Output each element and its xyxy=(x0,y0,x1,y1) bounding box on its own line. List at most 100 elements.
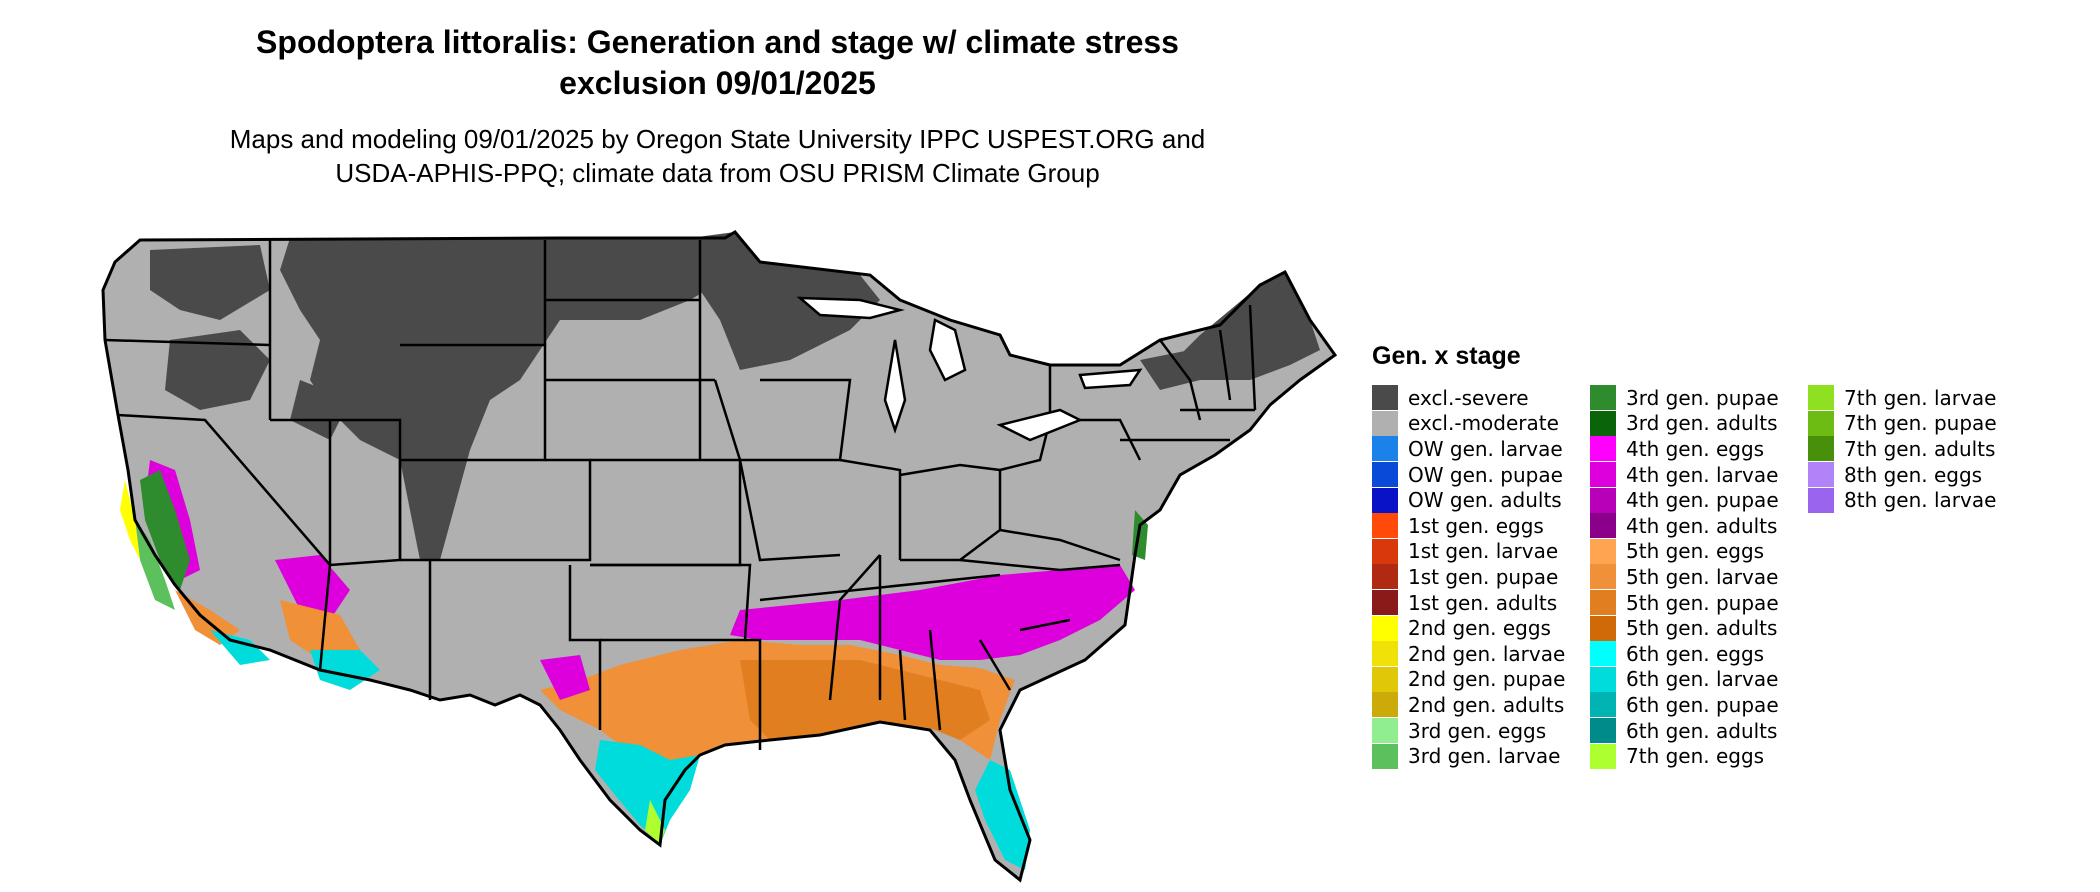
legend-swatch xyxy=(1590,666,1616,692)
legend-item: 4th gen. pupae xyxy=(1590,487,1808,513)
legend-label: 4th gen. adults xyxy=(1626,513,1778,538)
title-line-1: Spodoptera littoralis: Generation and st… xyxy=(256,24,1179,60)
legend-label: 3rd gen. adults xyxy=(1626,411,1778,436)
legend-item: 1st gen. adults xyxy=(1372,590,1590,616)
legend-label: excl.-moderate xyxy=(1408,411,1559,436)
legend-swatch xyxy=(1372,666,1398,692)
legend-swatch xyxy=(1808,385,1834,411)
legend-label: 1st gen. eggs xyxy=(1408,513,1544,538)
legend-swatch xyxy=(1372,590,1398,616)
legend-swatch xyxy=(1808,436,1834,462)
legend-swatch xyxy=(1372,538,1398,564)
legend-swatch xyxy=(1590,410,1616,436)
legend-swatch xyxy=(1590,564,1616,590)
legend-label: 1st gen. pupae xyxy=(1408,564,1559,589)
legend-swatch xyxy=(1590,615,1616,641)
legend-label: 8th gen. eggs xyxy=(1844,462,1983,487)
state-boundaries xyxy=(101,230,1338,883)
legend-swatch xyxy=(1372,513,1398,539)
legend-item: 7th gen. eggs xyxy=(1590,743,1808,769)
legend-label: 5th gen. eggs xyxy=(1626,539,1765,564)
legend-label: 4th gen. larvae xyxy=(1626,462,1779,487)
legend-item: 1st gen. eggs xyxy=(1372,513,1590,539)
legend-label: 4th gen. pupae xyxy=(1626,488,1779,513)
legend-item: 5th gen. larvae xyxy=(1590,564,1808,590)
legend-item: 7th gen. pupae xyxy=(1808,410,2026,437)
legend-item: 2nd gen. adults xyxy=(1372,692,1590,718)
legend-swatch xyxy=(1590,462,1616,488)
legend-item: excl.-moderate xyxy=(1372,410,1590,437)
legend-label: 3rd gen. eggs xyxy=(1408,718,1547,743)
legend-item: 5th gen. adults xyxy=(1590,615,1808,641)
map-subtitle: Maps and modeling 09/01/2025 by Oregon S… xyxy=(0,122,1435,190)
legend-item: 8th gen. eggs xyxy=(1808,462,2026,488)
legend-label: 5th gen. adults xyxy=(1626,616,1778,641)
legend-label: 6th gen. pupae xyxy=(1626,692,1779,717)
legend-item: 4th gen. eggs xyxy=(1590,436,1808,462)
legend-swatch xyxy=(1372,564,1398,590)
legend-label: 5th gen. pupae xyxy=(1626,590,1779,615)
legend-swatch xyxy=(1372,718,1398,744)
subtitle-line-1: Maps and modeling 09/01/2025 by Oregon S… xyxy=(229,124,1206,154)
legend-label: OW gen. larvae xyxy=(1408,436,1563,461)
legend-item: 2nd gen. eggs xyxy=(1372,615,1590,641)
legend-item: 5th gen. pupae xyxy=(1590,590,1808,616)
legend-item: OW gen. larvae xyxy=(1372,436,1590,462)
legend-item: excl.-severe xyxy=(1372,385,1590,411)
legend-swatch xyxy=(1372,385,1398,411)
legend: Gen. x stage excl.-severe excl.-moderate O… xyxy=(1372,342,2026,769)
legend-item: 6th gen. adults xyxy=(1590,718,1808,744)
legend-item: 1st gen. pupae xyxy=(1372,564,1590,590)
legend-column: 3rd gen. pupae 3rd gen. adults 4th gen. eg… xyxy=(1590,385,1808,769)
legend-label: 2nd gen. pupae xyxy=(1408,667,1566,692)
legend-column: 7th gen. larvae 7th gen. pupae 7th gen. ad… xyxy=(1808,385,2026,769)
legend-item: 5th gen. eggs xyxy=(1590,538,1808,565)
legend-item: OW gen. pupae xyxy=(1372,462,1590,488)
legend-item: 3rd gen. eggs xyxy=(1372,718,1590,744)
legend-label: 3rd gen. pupae xyxy=(1626,385,1779,410)
legend-label: 6th gen. eggs xyxy=(1626,641,1765,666)
legend-item: 6th gen. eggs xyxy=(1590,641,1808,667)
legend-item: 3rd gen. larvae xyxy=(1372,743,1590,769)
legend-label: 8th gen. larvae xyxy=(1844,488,1997,513)
legend-label: 5th gen. larvae xyxy=(1626,564,1779,589)
legend-swatch xyxy=(1590,385,1616,411)
legend-item: 2nd gen. larvae xyxy=(1372,641,1590,667)
legend-swatch xyxy=(1590,718,1616,744)
generation-color-regions xyxy=(120,460,1148,870)
legend-item: 1st gen. larvae xyxy=(1372,538,1590,565)
legend-item: 7th gen. larvae xyxy=(1808,385,2026,411)
legend-label: 7th gen. larvae xyxy=(1844,385,1997,410)
legend-swatch xyxy=(1590,641,1616,667)
legend-label: 2nd gen. eggs xyxy=(1408,616,1551,641)
legend-swatch xyxy=(1372,410,1398,436)
legend-label: 4th gen. eggs xyxy=(1626,436,1765,461)
legend-swatch xyxy=(1590,590,1616,616)
legend-label: 2nd gen. adults xyxy=(1408,692,1565,717)
legend-swatch xyxy=(1590,538,1616,564)
legend-item: 6th gen. larvae xyxy=(1590,666,1808,693)
legend-label: OW gen. adults xyxy=(1408,488,1562,513)
legend-label: 2nd gen. larvae xyxy=(1408,641,1566,666)
legend-item: 3rd gen. adults xyxy=(1590,410,1808,437)
legend-swatch xyxy=(1372,743,1398,769)
legend-swatch xyxy=(1590,436,1616,462)
legend-label: OW gen. pupae xyxy=(1408,462,1563,487)
title-line-2: exclusion 09/01/2025 xyxy=(559,65,876,101)
legend-swatch xyxy=(1590,743,1616,769)
legend-item: OW gen. adults xyxy=(1372,487,1590,513)
legend-swatch xyxy=(1372,487,1398,513)
legend-title: Gen. x stage xyxy=(1372,342,1521,370)
legend-column: excl.-severe excl.-moderate OW gen. larvae… xyxy=(1372,385,1590,769)
legend-swatch xyxy=(1372,615,1398,641)
legend-item: 4th gen. larvae xyxy=(1590,462,1808,488)
great-lakes xyxy=(796,296,1143,442)
legend-swatch xyxy=(1590,692,1616,718)
legend-swatch xyxy=(1372,692,1398,718)
legend-item: 4th gen. adults xyxy=(1590,513,1808,539)
legend-columns: excl.-severe excl.-moderate OW gen. larvae… xyxy=(1372,385,2026,769)
legend-swatch xyxy=(1808,410,1834,436)
legend-label: 6th gen. adults xyxy=(1626,718,1778,743)
subtitle-line-2: USDA-APHIS-PPQ; climate data from OSU PR… xyxy=(335,158,1100,188)
us-generation-map xyxy=(101,230,1338,883)
